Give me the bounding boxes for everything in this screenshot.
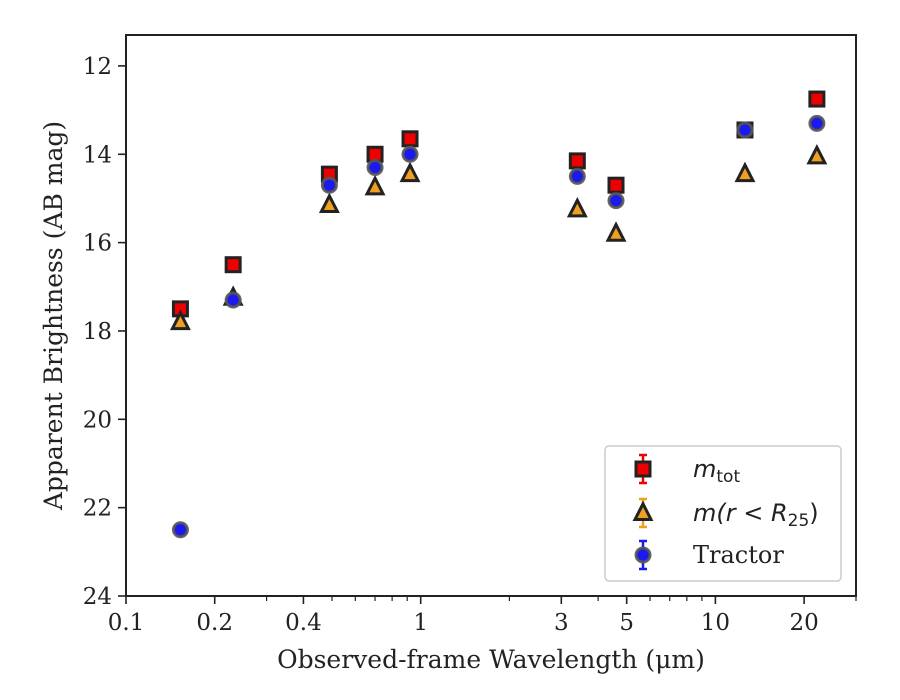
series-tractor [171,114,826,539]
mr25-point [364,174,386,196]
y-tick-label: 12 [83,54,112,80]
series-mtot [171,90,826,318]
tractor-point [401,145,419,163]
x-tick-label: 1 [413,610,428,636]
x-tick-label: 5 [619,610,634,636]
mr25-point [566,196,588,218]
legend-entry-mr25: m(r < R25) [632,497,819,531]
tractor-point [320,176,338,194]
legend: mtot m(r < R25) Tractor [604,445,842,582]
y-tick-label: 18 [83,319,112,345]
mtot-point [224,256,242,274]
mr25-point [605,221,627,242]
mtot-point [568,152,586,170]
y-tick-label: 22 [83,496,112,522]
mr25-point [169,309,191,331]
x-tick-label: 0.4 [285,610,322,636]
legend-entry-mtot: mtot [634,453,740,487]
tractor-point [171,521,189,539]
x-axis-label: Observed-frame Wavelength (μm) [277,645,705,674]
y-tick-label: 14 [83,142,112,168]
x-tick-label: 0.1 [108,610,145,636]
axes: 0.1 0.2 0.4 1 3 5 10 20 12 14 16 18 20 22 24 [83,34,857,636]
x-tick-label: 20 [789,610,818,636]
x-tick-label: 10 [701,610,730,636]
tractor-point [607,192,625,210]
y-tick-label: 20 [83,407,112,433]
mtot-point [808,90,826,108]
y-tick-label: 16 [83,231,112,257]
y-axis-label: Apparent Brightness (AB mag) [39,121,68,511]
legend-marker-triangle [632,500,654,521]
legend-marker-circle [634,546,652,564]
data-markers [169,90,828,539]
mtot-point [607,176,625,194]
tractor-point [366,159,384,177]
legend-entry-tractor: Tractor [634,539,784,571]
legend-marker-square [634,460,652,478]
series-mr25 [169,143,828,331]
mtot-point [401,130,419,148]
tractor-point [808,114,826,132]
mr25-point [734,161,756,183]
y-tick-label: 24 [83,584,112,610]
legend-frame [604,445,842,582]
legend-label: m(r < R25) [693,499,819,531]
tractor-point [736,121,754,139]
mr25-point [399,161,421,183]
tractor-point [224,291,242,309]
legend-label: mtot [693,455,740,487]
tractor-point [568,167,586,185]
plot-frame [125,34,857,597]
mr25-point [806,143,828,165]
mr25-point [318,192,340,214]
x-tick-label: 0.2 [196,610,233,636]
legend-label: Tractor [693,541,784,569]
x-tick-label: 3 [554,610,569,636]
